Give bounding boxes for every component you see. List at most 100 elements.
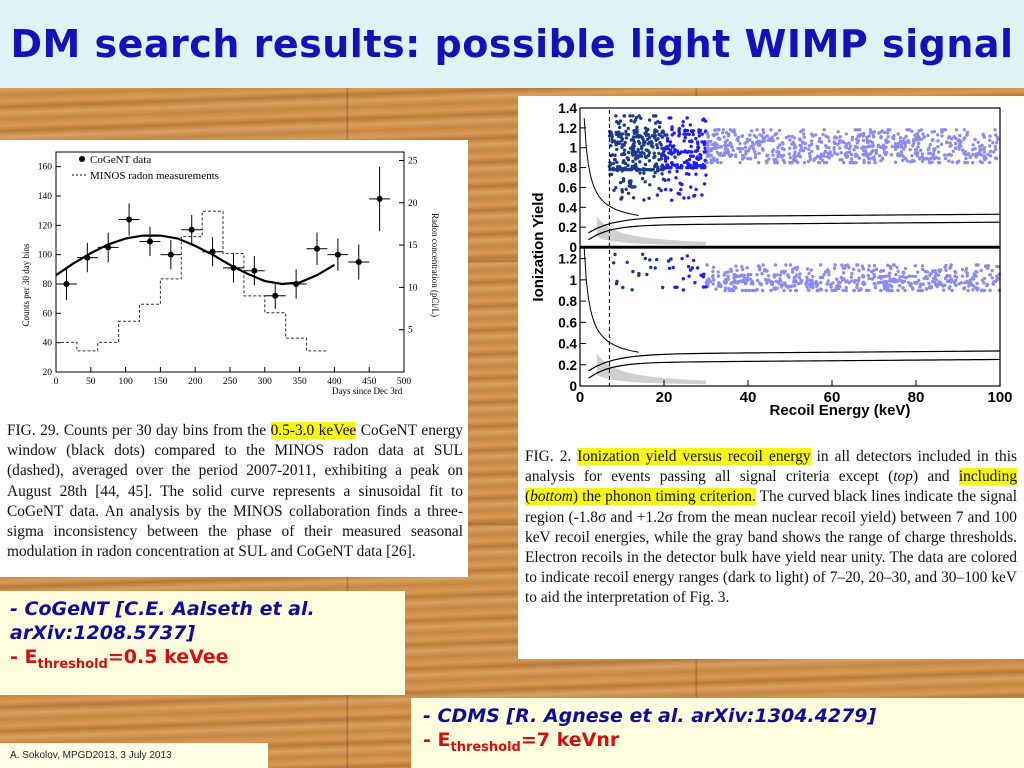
cdms-thr-prefix: - E xyxy=(423,729,451,751)
cdms-point-30-100 xyxy=(758,143,762,147)
cdms-point-20-30 xyxy=(670,145,675,149)
cdms-point-bottom-low xyxy=(673,285,677,289)
cdms-point-30-100 xyxy=(979,153,984,157)
cdms-point-30-100 xyxy=(878,154,882,158)
cdms-point-30-100 xyxy=(871,148,875,153)
cdms-point-bottom-30-100 xyxy=(809,283,814,287)
cdms-point-30-100 xyxy=(727,143,731,147)
cdms-point-bottom-30-100 xyxy=(841,288,845,293)
cdms-point-low xyxy=(631,196,636,200)
cdms-point-30-100 xyxy=(847,141,851,145)
cdms-point-bottom-30-100 xyxy=(936,281,940,285)
cdms-point-bottom-low xyxy=(649,265,653,270)
cdms-point-7-20 xyxy=(655,146,660,150)
cdms-point-7-20 xyxy=(637,139,641,144)
cdms-point-30-100 xyxy=(787,134,791,139)
cdms-point-bottom-30-100 xyxy=(953,270,958,275)
cdms-point-7-20 xyxy=(645,137,650,141)
cdms-point-30-100 xyxy=(936,150,941,154)
cdms-point-30-100 xyxy=(761,130,766,135)
cdms-point-30-100 xyxy=(758,140,762,144)
data-point xyxy=(293,281,300,287)
cdms-point-30-100 xyxy=(867,160,872,165)
cdms-thr-value: =7 keVnr xyxy=(520,729,620,751)
cdms-point-30-100 xyxy=(943,128,948,132)
cdms-point-7-20 xyxy=(634,151,638,155)
cdms-point-bottom-30-100 xyxy=(764,278,768,282)
cdms-point-bottom-30-100 xyxy=(722,273,726,277)
cdms-point-7-20 xyxy=(646,127,650,132)
cdms-point-bottom-30-100 xyxy=(934,278,938,282)
cdms-point-bottom-30-100 xyxy=(966,288,970,293)
cdms-point-20-30 xyxy=(694,149,698,153)
cdms-point-30-100 xyxy=(782,160,787,165)
cdms-point-30-100 xyxy=(832,146,836,150)
cdms-thr-sub: threshold xyxy=(450,739,521,755)
cdms-point-30-100 xyxy=(814,133,818,137)
cdms-caption-text-2: ) and xyxy=(912,468,959,486)
cdms-point-7-20 xyxy=(641,137,645,141)
cdms-point-bottom-30-100 xyxy=(949,278,954,283)
cdms-point-low xyxy=(621,177,626,181)
cdms-point-7-20 xyxy=(630,164,634,169)
cdms-point-7-20 xyxy=(623,166,628,170)
cdms-threshold: - Ethreshold=7 keVnr xyxy=(423,728,1015,760)
cdms-point-bottom-30-100 xyxy=(735,281,739,285)
cdms-point-bottom-30-100 xyxy=(727,287,731,291)
cdms-point-30-100 xyxy=(757,151,761,155)
cdms-point-bottom-low xyxy=(648,258,652,262)
cdms-point-7-20 xyxy=(635,153,639,158)
cdms-point-bottom-30-100 xyxy=(896,288,900,293)
cdms-point-30-100 xyxy=(788,156,793,160)
cdms-point-30-100 xyxy=(743,141,747,145)
cdms-point-30-100 xyxy=(864,149,868,153)
cogent-x-axis-title: Days since Dec 3rd xyxy=(332,386,403,396)
data-point xyxy=(188,226,195,233)
cdms-point-low xyxy=(657,186,661,191)
cdms-point-30-100 xyxy=(953,146,958,150)
cdms-point-7-20 xyxy=(614,132,619,136)
cdms-point-20-30 xyxy=(696,145,701,150)
cdms-point-bottom-low xyxy=(630,288,634,292)
cdms-point-7-20 xyxy=(626,133,631,137)
cdms-point-bottom-30-100 xyxy=(971,283,975,288)
cdms-point-bottom-30-100 xyxy=(973,285,978,289)
cdms-point-7-20 xyxy=(622,114,627,118)
cdms-point-30-100 xyxy=(761,148,765,152)
cdms-point-bottom-30-100 xyxy=(797,275,802,280)
cdms-y-axis-title: Ionization Yield xyxy=(530,192,547,301)
x-tick-label: 250 xyxy=(223,377,238,387)
legend-radon-label: MINOS radon measurements xyxy=(90,170,219,182)
cdms-point-bottom-30-100 xyxy=(711,278,716,282)
cdms-point-20-30 xyxy=(685,159,689,163)
cdms-point-bottom-low xyxy=(631,269,635,274)
cdms-point-30-100 xyxy=(808,157,813,161)
cdms-point-bottom-low xyxy=(612,261,616,265)
cdms-point-20-30 xyxy=(679,165,683,170)
cdms-point-30-100 xyxy=(706,149,711,153)
cdms-point-30-100 xyxy=(943,156,948,161)
cdms-point-low xyxy=(647,196,651,200)
cdms-point-30-100 xyxy=(947,135,952,139)
cdms-point-30-100 xyxy=(762,138,766,142)
cdms-point-20-30 xyxy=(665,139,670,143)
cdms-point-7-20 xyxy=(622,152,626,156)
cdms-point-30-100 xyxy=(806,159,811,164)
cdms-point-20-30 xyxy=(702,150,706,154)
data-point xyxy=(355,259,362,265)
cdms-point-bottom-30-100 xyxy=(807,271,811,276)
cdms-point-30-100 xyxy=(986,152,990,156)
cdms-point-bottom-30-100 xyxy=(772,273,776,277)
cdms-point-bottom-low xyxy=(625,260,629,264)
cdms-point-30-100 xyxy=(801,149,806,153)
cdms-point-7-20 xyxy=(654,121,658,125)
cdms-point-30-100 xyxy=(788,146,792,150)
cdms-point-bottom-low xyxy=(669,257,673,261)
cdms-point-30-100 xyxy=(936,144,940,149)
cdms-point-bottom-30-100 xyxy=(944,263,948,268)
cdms-point-30-100 xyxy=(810,139,814,143)
cdms-point-bottom-30-100 xyxy=(822,273,826,277)
cdms-point-low xyxy=(694,172,698,176)
data-point xyxy=(272,292,279,299)
cdms-point-bottom-30-100 xyxy=(735,268,739,272)
